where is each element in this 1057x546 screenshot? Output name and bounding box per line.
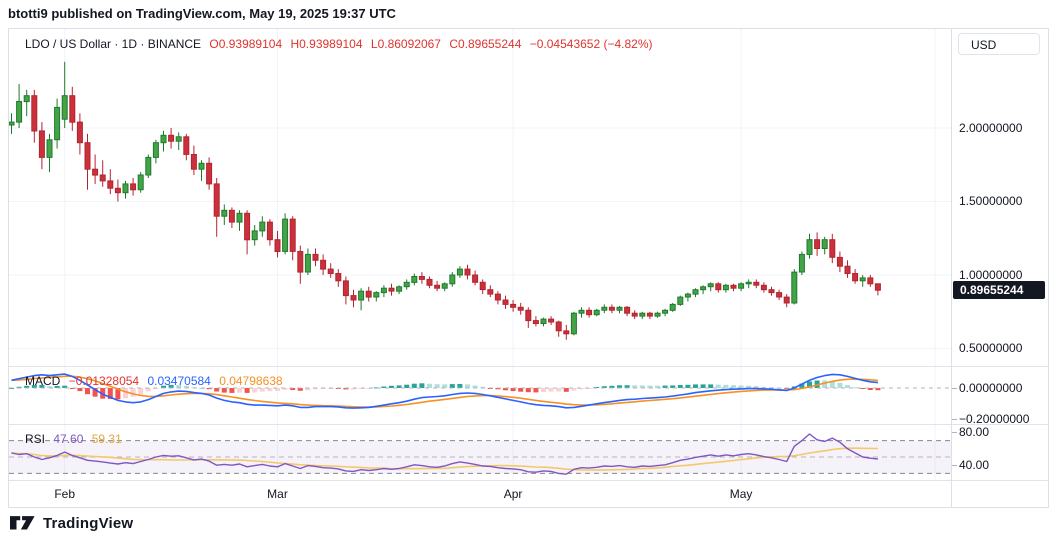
axis-tick-mark: [952, 465, 957, 467]
time-axis-label-feb: Feb: [54, 487, 76, 501]
macd-indicator-name: MACD: [25, 374, 61, 388]
time-axis-separator: [9, 480, 1048, 481]
symbol-title: LDO / US Dollar · 1D · BINANCE: [25, 37, 202, 51]
rsi-indicator-name: RSI: [25, 432, 46, 446]
candles-group: [9, 61, 881, 340]
price-tick-label: 0.50000000: [959, 341, 1023, 355]
rsi-value: 47.60: [53, 432, 84, 446]
axis-tick-mark: [952, 419, 957, 420]
time-axis-label-may: May: [729, 487, 753, 501]
price-tick-label: 1.50000000: [959, 194, 1023, 208]
axis-tick-mark: [952, 388, 957, 389]
price-axis[interactable]: USD 2.00000000 1.50000000 1.00000000 0.5000…: [952, 29, 1048, 480]
price-tick-label: 1.00000000: [959, 267, 1023, 282]
rsi-ma-value: 59.31: [91, 432, 122, 446]
macd-tick-label: −0.20000000: [959, 411, 1030, 426]
time-axis-label-apr: Apr: [503, 487, 523, 501]
macd-legend[interactable]: MACD −0.01328054 0.03470584 0.04798638: [25, 374, 288, 388]
pane-separator-macd[interactable]: [9, 366, 1048, 367]
rsi-legend[interactable]: RSI 47.60 59.31: [25, 432, 127, 446]
tradingview-brand-text: TradingView: [43, 515, 134, 532]
price-tick-label: 2.00000000: [959, 120, 1023, 135]
price-axis-divider: [951, 29, 952, 507]
ohlc-high: H0.93989104: [290, 37, 363, 51]
ohlc-low: L0.86092067: [370, 37, 441, 51]
candlestick-chart-canvas[interactable]: [9, 29, 951, 480]
footer: TradingView: [10, 515, 133, 532]
chart-frame: USD 2.00000000 1.50000000 1.00000000 0.5000…: [8, 28, 1049, 508]
tradingview-logo-icon: [10, 516, 35, 530]
time-axis[interactable]: Feb Mar Apr May: [9, 481, 951, 507]
publish-header: btotti9 published on TradingView.com, Ma…: [8, 6, 396, 21]
symbol-legend[interactable]: LDO / US Dollar · 1D · BINANCE O0.939891…: [25, 37, 658, 51]
currency-unit-button[interactable]: USD: [958, 33, 1040, 55]
rsi-tick-label: 80.00: [959, 424, 990, 439]
last-price-badge: 0.89655244: [953, 281, 1045, 300]
ohlc-open: O0.93989104: [209, 37, 283, 51]
pane-separator-rsi[interactable]: [9, 424, 1048, 425]
macd-histogram-value: −0.01328054: [68, 374, 140, 388]
macd-signal-value: 0.04798638: [219, 374, 283, 388]
macd-tick-label: 0.00000000: [959, 380, 1023, 395]
time-axis-label-mar: Mar: [267, 487, 288, 501]
change-value: −0.04543652 (−4.82%): [529, 37, 653, 51]
ohlc-close: C0.89655244: [449, 37, 522, 51]
axis-tick-mark: [952, 432, 957, 434]
macd-line-value: 0.03470584: [147, 374, 211, 388]
rsi-tick-label: 40.00: [959, 457, 990, 472]
